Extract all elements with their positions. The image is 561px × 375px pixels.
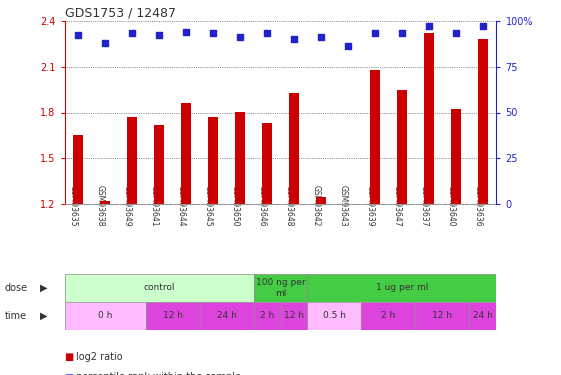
Text: 1 ug per ml: 1 ug per ml (376, 284, 428, 292)
Bar (154, 125, 164, 204)
Bar (254, 302, 280, 330)
Text: 24 h: 24 h (473, 311, 493, 320)
Bar (397, 90, 407, 204)
Bar (73, 135, 82, 204)
Bar (479, 39, 488, 204)
Bar (65, 274, 254, 302)
Text: GDS1753 / 12487: GDS1753 / 12487 (65, 6, 176, 20)
Text: control: control (143, 284, 175, 292)
Point (100, 40, 109, 46)
Text: 2 h: 2 h (260, 311, 274, 320)
Text: 0.5 h: 0.5 h (323, 311, 346, 320)
Point (316, 34, 325, 40)
Point (236, 34, 245, 40)
Bar (208, 117, 218, 204)
Text: 2 h: 2 h (381, 311, 396, 320)
Point (479, 23, 488, 29)
Point (127, 30, 136, 36)
Text: dose: dose (4, 283, 27, 293)
Text: ▶: ▶ (40, 283, 48, 293)
Text: 12 h: 12 h (284, 311, 304, 320)
Bar (416, 302, 470, 330)
Bar (200, 302, 254, 330)
Point (398, 30, 407, 36)
Text: 12 h: 12 h (433, 311, 453, 320)
Bar (370, 70, 380, 204)
Point (425, 23, 434, 29)
Point (182, 28, 191, 34)
Point (263, 30, 272, 36)
Point (452, 30, 461, 36)
Bar (307, 302, 361, 330)
Bar (361, 302, 416, 330)
Bar (254, 274, 307, 302)
Bar (127, 117, 137, 204)
Text: ■: ■ (65, 372, 77, 375)
Bar (289, 93, 298, 204)
Text: log2 ratio: log2 ratio (76, 352, 122, 362)
Bar (470, 302, 496, 330)
Point (154, 32, 163, 38)
Bar (424, 33, 434, 204)
Text: ■: ■ (65, 352, 77, 362)
Point (370, 30, 379, 36)
Point (73, 32, 82, 38)
Bar (145, 302, 200, 330)
Bar (100, 201, 110, 204)
Bar (307, 274, 496, 302)
Bar (263, 123, 272, 204)
Text: ▶: ▶ (40, 311, 48, 321)
Point (209, 30, 218, 36)
Bar (65, 302, 145, 330)
Text: 12 h: 12 h (163, 311, 182, 320)
Bar (181, 104, 191, 204)
Text: 100 ng per
ml: 100 ng per ml (256, 278, 305, 297)
Text: 24 h: 24 h (217, 311, 236, 320)
Text: 0 h: 0 h (98, 311, 112, 320)
Bar (316, 197, 326, 204)
Text: time: time (4, 311, 26, 321)
Bar (451, 110, 461, 204)
Text: percentile rank within the sample: percentile rank within the sample (76, 372, 241, 375)
Bar (235, 112, 245, 204)
Point (289, 36, 298, 42)
Point (343, 44, 352, 50)
Bar (280, 302, 307, 330)
